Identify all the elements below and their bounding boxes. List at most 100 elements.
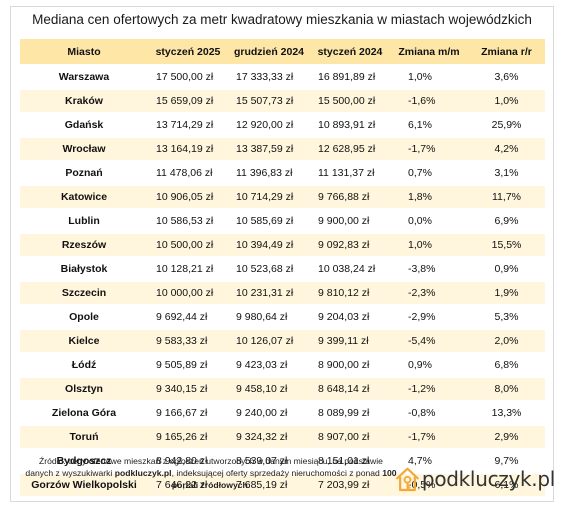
change-rr-cell: 2,0% [468, 330, 545, 352]
change-rr-cell: 5,3% [468, 306, 545, 328]
city-cell: Olsztyn [20, 378, 148, 400]
price-jan2025-cell: 15 659,09 zł [148, 90, 228, 112]
table-row: Rzeszów 10 500,00 zł 10 394,49 zł 9 092,83 … [20, 234, 545, 256]
city-cell: Wrocław [20, 138, 148, 160]
city-cell: Gdańsk [20, 114, 148, 136]
table-row: Kielce 9 583,33 zł 10 126,07 zł 9 399,11 zł… [20, 330, 545, 352]
price-jan2024-cell: 9 204,03 zł [310, 306, 390, 328]
change-rr-cell: 6,9% [468, 210, 545, 232]
source-note: Źródło: ceny ofertowe mieszkań z ogłosze… [25, 455, 397, 491]
table-row: Szczecin 10 000,00 zł 10 231,31 zł 9 810,12… [20, 282, 545, 304]
price-jan2024-cell: 8 089,99 zł [310, 402, 390, 424]
change-mm-cell: 6,1% [390, 114, 468, 136]
source-text-3: . [247, 480, 251, 490]
price-dec2024-cell: 10 394,49 zł [228, 234, 310, 256]
price-dec2024-cell: 9 980,64 zł [228, 306, 310, 328]
change-mm-cell: 1,0% [390, 234, 468, 256]
column-header-change-rr: Zmiana r/r [468, 39, 545, 64]
price-jan2025-cell: 9 165,26 zł [148, 426, 228, 448]
price-jan2025-cell: 10 500,00 zł [148, 234, 228, 256]
table-row: Warszawa 17 500,00 zł 17 333,33 zł 16 891,8… [20, 66, 545, 88]
price-jan2024-cell: 11 131,37 zł [310, 162, 390, 184]
city-cell: Lublin [20, 210, 148, 232]
city-cell: Opole [20, 306, 148, 328]
price-dec2024-cell: 10 231,31 zł [228, 282, 310, 304]
price-dec2024-cell: 8 539,07 zł [228, 450, 310, 472]
price-dec2024-cell: 13 387,59 zł [228, 138, 310, 160]
price-table: Miasto styczeń 2025 grudzień 2024 stycze… [20, 37, 545, 498]
change-mm-cell: -1,2% [390, 378, 468, 400]
change-rr-cell: 1,9% [468, 282, 545, 304]
city-cell: Bydgoszcz [20, 450, 148, 472]
city-cell: Warszawa [20, 66, 148, 88]
change-rr-cell: 11,7% [468, 186, 545, 208]
price-jan2025-cell: 10 128,21 zł [148, 258, 228, 280]
table-row: Kraków 15 659,09 zł 15 507,73 zł 15 500,00 … [20, 90, 545, 112]
price-jan2024-cell: 10 893,91 zł [310, 114, 390, 136]
change-mm-cell: 1,8% [390, 186, 468, 208]
change-mm-cell: 4,7% [390, 450, 468, 472]
source-text-1: Źródło: ceny ofertowe mieszkań z ogłosze… [25, 456, 383, 478]
change-mm-cell: 1,0% [390, 66, 468, 88]
table-card: Mediana cen ofertowych za metr kwadratow… [10, 6, 555, 502]
city-cell: Kraków [20, 90, 148, 112]
city-cell: Katowice [20, 186, 148, 208]
change-mm-cell: -1,6% [390, 90, 468, 112]
city-cell: Łódź [20, 354, 148, 376]
price-jan2025-cell: 9 505,89 zł [148, 354, 228, 376]
price-jan2025-cell: 13 164,19 zł [148, 138, 228, 160]
change-rr-cell: 1,0% [468, 90, 545, 112]
column-header-city: Miasto [20, 39, 148, 64]
price-jan2024-cell: 10 038,24 zł [310, 258, 390, 280]
price-dec2024-cell: 9 458,10 zł [228, 378, 310, 400]
column-header-jan2025: styczeń 2025 [148, 39, 228, 64]
change-rr-cell: 9,7% [468, 450, 545, 472]
change-mm-cell: -5,4% [390, 330, 468, 352]
table-row: Gdańsk 13 714,29 zł 12 920,00 zł 10 893,91 … [20, 114, 545, 136]
table-row: Opole 9 692,44 zł 9 980,64 zł 9 204,03 zł -2… [20, 306, 545, 328]
table-row: Wrocław 13 164,19 zł 13 387,59 zł 12 628,95… [20, 138, 545, 160]
source-portals: 100 portali źródłowych [171, 468, 397, 490]
price-jan2025-cell: 10 586,53 zł [148, 210, 228, 232]
change-rr-cell: 25,9% [468, 114, 545, 136]
price-dec2024-cell: 12 920,00 zł [228, 114, 310, 136]
change-mm-cell: 0,0% [390, 210, 468, 232]
price-jan2024-cell: 9 766,88 zł [310, 186, 390, 208]
table-row: Katowice 10 906,05 zł 10 714,29 zł 9 766,88… [20, 186, 545, 208]
change-mm-cell: -2,3% [390, 282, 468, 304]
table-row: Gorzów Wielkopolski 7 646,22 zł 7 685,19 z… [20, 474, 545, 496]
price-jan2024-cell: 9 092,83 zł [310, 234, 390, 256]
price-jan2025-cell: 10 000,00 zł [148, 282, 228, 304]
price-dec2024-cell: 17 333,33 zł [228, 66, 310, 88]
change-mm-cell: -2,9% [390, 306, 468, 328]
price-jan2024-cell: 12 628,95 zł [310, 138, 390, 160]
price-jan2024-cell: 8 648,14 zł [310, 378, 390, 400]
price-dec2024-cell: 7 685,19 zł [228, 474, 310, 496]
change-rr-cell: 3,6% [468, 66, 545, 88]
change-rr-cell: 4,2% [468, 138, 545, 160]
city-cell: Szczecin [20, 282, 148, 304]
table-row: Toruń 9 165,26 zł 9 324,32 zł 8 907,00 zł -1… [20, 426, 545, 448]
price-jan2024-cell: 15 500,00 zł [310, 90, 390, 112]
price-dec2024-cell: 10 523,68 zł [228, 258, 310, 280]
price-jan2025-cell: 9 583,33 zł [148, 330, 228, 352]
price-dec2024-cell: 9 240,00 zł [228, 402, 310, 424]
price-jan2025-cell: 10 906,05 zł [148, 186, 228, 208]
city-cell: Toruń [20, 426, 148, 448]
source-text-2: , indeksującej oferty sprzedaży nierucho… [171, 468, 383, 478]
change-rr-cell: 3,1% [468, 162, 545, 184]
city-cell: Rzeszów [20, 234, 148, 256]
change-rr-cell: 15,5% [468, 234, 545, 256]
source-site: podkluczyk.pl [114, 468, 172, 478]
price-dec2024-cell: 10 585,69 zł [228, 210, 310, 232]
price-jan2025-cell: 9 692,44 zł [148, 306, 228, 328]
logo-text: podkluczyk.pl [421, 467, 555, 491]
change-mm-cell: -1,7% [390, 426, 468, 448]
page-title: Mediana cen ofertowych za metr kwadratow… [32, 12, 532, 27]
price-jan2025-cell: 9 340,15 zł [148, 378, 228, 400]
change-mm-cell: 0,9% [390, 354, 468, 376]
table-row: Olsztyn 9 340,15 zł 9 458,10 zł 8 648,14 zł… [20, 378, 545, 400]
table-row: Lublin 10 586,53 zł 10 585,69 zł 9 900,00 z… [20, 210, 545, 232]
price-dec2024-cell: 9 423,03 zł [228, 354, 310, 376]
column-header-jan2024: styczeń 2024 [310, 39, 390, 64]
